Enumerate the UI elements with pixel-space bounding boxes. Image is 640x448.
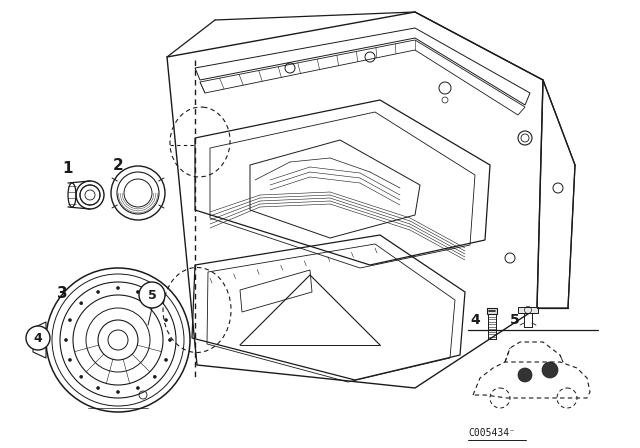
Circle shape — [139, 282, 165, 308]
Polygon shape — [518, 307, 538, 313]
Circle shape — [68, 358, 72, 362]
Text: C005434⁻: C005434⁻ — [468, 428, 515, 438]
Circle shape — [116, 391, 120, 393]
Text: 4: 4 — [470, 313, 480, 327]
Circle shape — [68, 319, 72, 322]
Circle shape — [97, 290, 100, 293]
Circle shape — [65, 339, 67, 341]
Circle shape — [97, 387, 100, 390]
Text: 1: 1 — [63, 160, 73, 176]
Circle shape — [168, 339, 172, 341]
Text: 2: 2 — [113, 158, 124, 172]
Circle shape — [542, 362, 558, 378]
Circle shape — [136, 387, 140, 390]
Circle shape — [518, 368, 532, 382]
Circle shape — [136, 290, 140, 293]
Circle shape — [153, 302, 156, 305]
Text: 4: 4 — [34, 332, 42, 345]
Circle shape — [116, 287, 120, 289]
Circle shape — [153, 375, 156, 378]
Circle shape — [164, 358, 168, 362]
Circle shape — [164, 319, 168, 322]
Text: 5: 5 — [510, 313, 520, 327]
Polygon shape — [487, 308, 497, 314]
Text: 5: 5 — [148, 289, 156, 302]
Circle shape — [80, 375, 83, 378]
Circle shape — [80, 302, 83, 305]
Circle shape — [26, 326, 50, 350]
Text: 3: 3 — [57, 285, 67, 301]
